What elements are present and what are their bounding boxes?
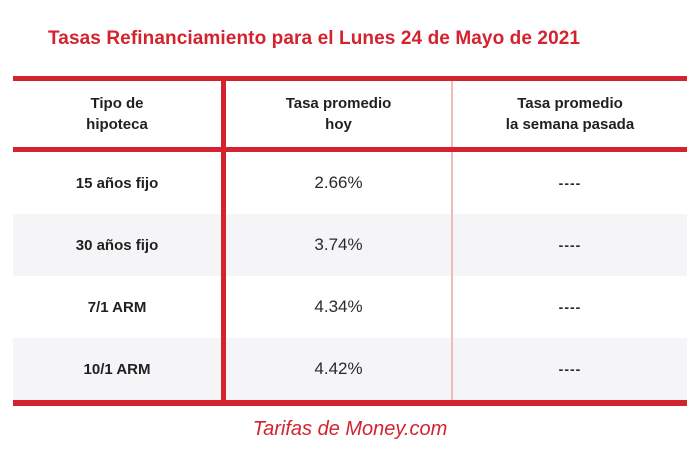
header-line: hipoteca — [86, 116, 148, 133]
header-mortgage-type: Tipo de hipoteca — [13, 81, 221, 147]
page-title: Tasas Refinanciamiento para el Lunes 24 … — [48, 28, 581, 49]
column-divider-thick — [221, 276, 226, 338]
rate-today-cell: 4.42% — [314, 359, 363, 378]
rate-last-week-cell: ---- — [558, 361, 582, 377]
header-line: Tasa promedio — [285, 95, 392, 112]
mortgage-type-cell: 15 años fijo — [75, 174, 159, 192]
column-divider-thin — [451, 276, 453, 338]
table-row: 15 años fijo 2.66% ---- — [13, 152, 687, 214]
header-rate-last-week: Tasa promedio la semana pasada — [453, 81, 687, 147]
mortgage-type-cell: 10/1 ARM — [83, 360, 151, 378]
rate-last-week-cell: ---- — [558, 237, 582, 253]
mortgage-type-cell: 30 años fijo — [75, 236, 159, 254]
column-divider-thick — [221, 338, 226, 400]
rate-today-cell: 3.74% — [314, 235, 363, 254]
column-divider-thin — [451, 338, 453, 400]
column-divider-thick — [221, 152, 226, 214]
header-line: hoy — [325, 116, 352, 133]
column-divider-thin — [451, 214, 453, 276]
header-line: Tasa promedio — [517, 95, 623, 112]
rate-last-week-cell: ---- — [558, 299, 582, 315]
source-credit: Tarifas de Money.com — [252, 418, 448, 440]
header-bottom-rule — [13, 147, 687, 152]
column-divider-thin — [451, 152, 453, 214]
rate-today-cell: 4.34% — [314, 297, 363, 316]
column-divider-thin — [451, 81, 453, 147]
table-row: 7/1 ARM 4.34% ---- — [13, 276, 687, 338]
table-row: 10/1 ARM 4.42% ---- — [13, 338, 687, 400]
rates-table: Tipo de hipoteca Tasa promedio hoy Tasa … — [13, 76, 687, 406]
header-line: la semana pasada — [505, 116, 635, 133]
rate-today-cell: 2.66% — [314, 173, 363, 192]
table-bottom-rule — [13, 400, 687, 406]
column-divider-thick — [221, 214, 226, 276]
table-top-rule — [13, 76, 687, 81]
table-body: 15 años fijo 2.66% ---- 30 años fijo 3.7… — [13, 152, 687, 400]
mortgage-type-cell: 7/1 ARM — [87, 298, 147, 316]
table-header-row: Tipo de hipoteca Tasa promedio hoy Tasa … — [13, 81, 687, 147]
header-rate-today: Tasa promedio hoy — [226, 81, 451, 147]
column-divider-thick — [221, 81, 226, 147]
rate-last-week-cell: ---- — [558, 175, 582, 191]
header-line: Tipo de — [90, 95, 144, 112]
table-row: 30 años fijo 3.74% ---- — [13, 214, 687, 276]
